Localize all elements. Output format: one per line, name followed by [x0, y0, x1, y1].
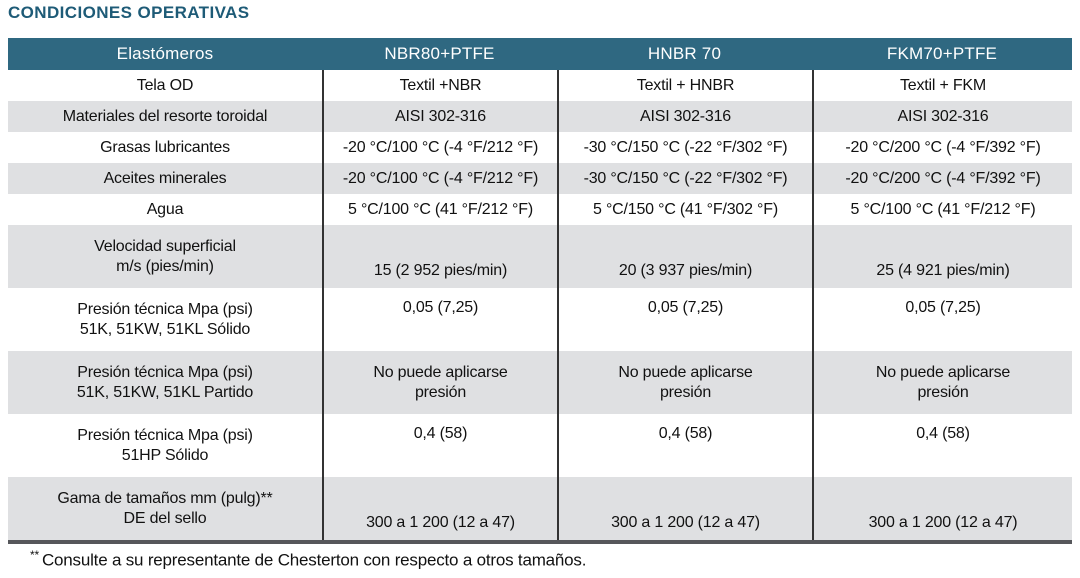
- cell-value: -30 °C/150 °C (-22 °F/302 °F): [557, 163, 812, 194]
- cell-value: Textil +NBR: [322, 70, 557, 101]
- row-label: Gama de tamaños mm (pulg)** DE del sello: [57, 489, 273, 527]
- footnote-marker: **: [30, 548, 39, 562]
- table-row-presion-51hp: Presión técnica Mpa (psi) 51HP Sólido 0,…: [8, 414, 1072, 477]
- row-label: Grasas lubricantes: [100, 138, 230, 156]
- cell-value: 5 °C/100 °C (41 °F/212 °F): [322, 194, 557, 225]
- table-row-gama-tamanos: Gama de tamaños mm (pulg)** DE del sello…: [8, 477, 1072, 540]
- table-row-velocidad-superficial: Velocidad superficial m/s (pies/min) 15 …: [8, 225, 1072, 288]
- page-title: CONDICIONES OPERATIVAS: [8, 3, 250, 22]
- row-label: Velocidad superficial m/s (pies/min): [94, 237, 236, 275]
- cell-value: 0,4 (58): [557, 414, 812, 477]
- cell-value: 15 (2 952 pies/min): [322, 225, 557, 288]
- cell-value: 25 (4 921 pies/min): [812, 225, 1072, 288]
- cell-value: 0,4 (58): [322, 414, 557, 477]
- cell-value: AISI 302-316: [812, 101, 1072, 132]
- cell-value: -20 °C/200 °C (-4 °F/392 °F): [812, 163, 1072, 194]
- table-row-aceites-minerales: Aceites minerales -20 °C/100 °C (-4 °F/2…: [8, 163, 1072, 194]
- cell-value: AISI 302-316: [322, 101, 557, 132]
- header-nbr80-ptfe: NBR80+PTFE: [384, 44, 495, 63]
- cell-value: 0,05 (7,25): [812, 288, 1072, 351]
- row-label: Aceites minerales: [103, 169, 227, 187]
- table-row-presion-solido: Presión técnica Mpa (psi) 51K, 51KW, 51K…: [8, 288, 1072, 351]
- row-label: Presión técnica Mpa (psi) 51K, 51KW, 51K…: [77, 300, 253, 338]
- cell-value: -30 °C/150 °C (-22 °F/302 °F): [557, 132, 812, 163]
- cell-value: 0,05 (7,25): [322, 288, 557, 351]
- cell-value: -20 °C/100 °C (-4 °F/212 °F): [322, 132, 557, 163]
- table-row-tela-od: Tela OD Textil +NBR Textil + HNBR Textil…: [8, 70, 1072, 101]
- cell-value: No puede aplicarse presión: [557, 351, 812, 414]
- cell-value: 5 °C/150 °C (41 °F/302 °F): [557, 194, 812, 225]
- cell-value: No puede aplicarse presión: [322, 351, 557, 414]
- cell-value: Textil + HNBR: [557, 70, 812, 101]
- row-label: Presión técnica Mpa (psi) 51HP Sólido: [77, 426, 253, 464]
- cell-value: 0,4 (58): [812, 414, 1072, 477]
- row-label: Agua: [146, 200, 184, 218]
- header-fkm70-ptfe: FKM70+PTFE: [886, 44, 998, 63]
- cell-value: AISI 302-316: [557, 101, 812, 132]
- operating-conditions-table: Elastómeros NBR80+PTFE HNBR 70 FKM70+PTF…: [8, 38, 1072, 544]
- table-row-presion-partido: Presión técnica Mpa (psi) 51K, 51KW, 51K…: [8, 351, 1072, 414]
- footnote-text: Consulte a su representante de Chesterto…: [41, 550, 587, 570]
- cell-value: 300 a 1 200 (12 a 47): [557, 477, 812, 540]
- cell-value: 300 a 1 200 (12 a 47): [812, 477, 1072, 540]
- table-header-row: Elastómeros NBR80+PTFE HNBR 70 FKM70+PTF…: [8, 38, 1072, 70]
- row-label: Materiales del resorte toroidal: [62, 107, 268, 125]
- cell-value: No puede aplicarse presión: [812, 351, 1072, 414]
- cell-value: -20 °C/100 °C (-4 °F/212 °F): [322, 163, 557, 194]
- cell-value: 0,05 (7,25): [557, 288, 812, 351]
- table-row-grasas-lubricantes: Grasas lubricantes -20 °C/100 °C (-4 °F/…: [8, 132, 1072, 163]
- header-hnbr-70: HNBR 70: [647, 44, 722, 63]
- table-row-agua: Agua 5 °C/100 °C (41 °F/212 °F) 5 °C/150…: [8, 194, 1072, 225]
- cell-value: 20 (3 937 pies/min): [557, 225, 812, 288]
- cell-value: 300 a 1 200 (12 a 47): [322, 477, 557, 540]
- footnote: ** Consulte a su representante de Chester…: [30, 548, 586, 571]
- cell-value: -20 °C/200 °C (-4 °F/392 °F): [812, 132, 1072, 163]
- cell-value: 5 °C/100 °C (41 °F/212 °F): [812, 194, 1072, 225]
- row-label: Tela OD: [136, 76, 194, 94]
- table-row-materiales-resorte: Materiales del resorte toroidal AISI 302…: [8, 101, 1072, 132]
- cell-value: Textil + FKM: [812, 70, 1072, 101]
- header-elastomeros: Elastómeros: [116, 44, 214, 63]
- row-label: Presión técnica Mpa (psi) 51K, 51KW, 51K…: [76, 363, 254, 401]
